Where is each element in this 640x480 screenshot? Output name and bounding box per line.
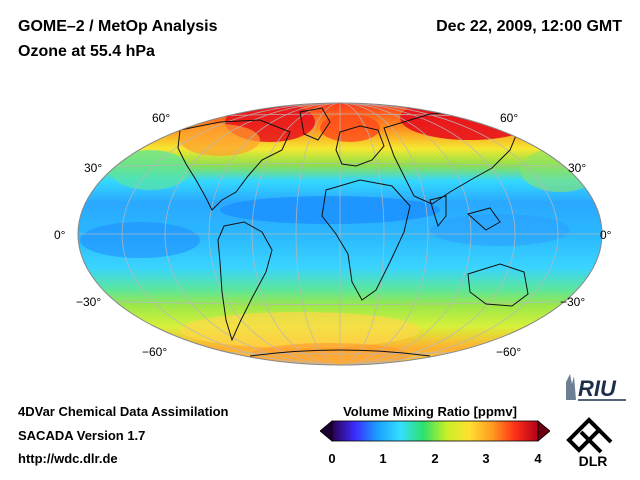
colorbar-tick-3: 3	[482, 451, 490, 466]
footer-method: 4DVar Chemical Data Assimilation	[18, 404, 229, 419]
colorbar-min-arrow	[320, 420, 333, 442]
colorbar-tick-2: 2	[431, 451, 439, 466]
dlr-logo: DLR	[566, 417, 613, 469]
riu-logo: RIU	[566, 374, 626, 401]
dlr-logo-text: DLR	[579, 453, 608, 469]
colorbar-tick-4: 4	[534, 451, 542, 466]
colorbar-title: Volume Mixing Ratio [ppmv]	[343, 404, 517, 419]
colorbar-tick-1: 1	[379, 451, 387, 466]
lat-label-60s-left: −60°	[142, 345, 167, 359]
lat-label-60n-right: 60°	[500, 111, 518, 125]
map-title: GOME–2 / MetOp Analysis	[18, 18, 218, 35]
colorbar-gradient	[331, 420, 539, 442]
dlr-logo-mark	[566, 417, 613, 454]
colorbar	[320, 420, 550, 442]
graticule	[78, 103, 602, 365]
lat-label-30s-right: −30°	[560, 295, 585, 309]
lat-label-0-left: 0°	[54, 228, 66, 242]
lat-label-30s-left: −30°	[76, 295, 101, 309]
colorbar-max-arrow	[537, 420, 550, 442]
lat-label-60s-right: −60°	[496, 345, 521, 359]
lat-label-30n-left: 30°	[84, 161, 102, 175]
lat-label-60n-left: 60°	[152, 111, 170, 125]
colorbar-tick-0: 0	[328, 451, 336, 466]
ozone-map: 60° 30° 0° −30° −60° 60° 30° 0° −30° −60…	[54, 102, 612, 366]
coastlines	[177, 107, 529, 357]
riu-logo-text: RIU	[578, 376, 617, 401]
globe-outline	[77, 102, 603, 366]
footer-version: SACADA Version 1.7	[18, 428, 146, 443]
map-subtitle: Ozone at 55.4 hPa	[18, 43, 155, 60]
lat-label-0-right: 0°	[600, 228, 612, 242]
footer-url: http://wdc.dlr.de	[18, 451, 118, 466]
lat-labels: 60° 30° 0° −30° −60° 60° 30° 0° −30° −60…	[54, 111, 612, 359]
map-datetime: Dec 22, 2009, 12:00 GMT	[436, 18, 622, 35]
lat-label-30n-right: 30°	[568, 161, 586, 175]
